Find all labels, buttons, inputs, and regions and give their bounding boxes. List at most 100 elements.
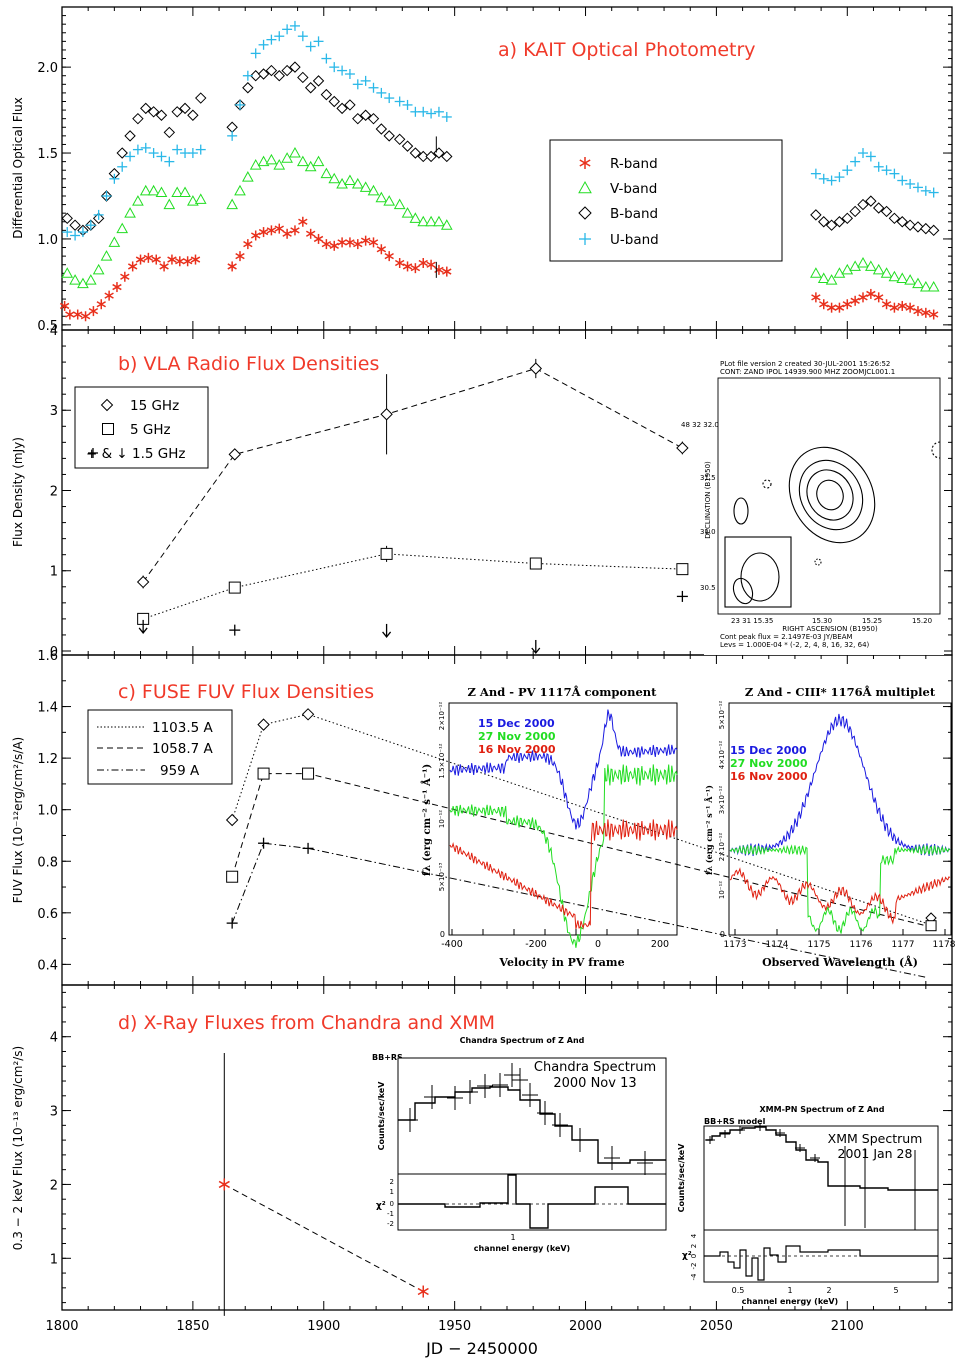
chandra-residuals [398,1174,666,1229]
data-point [825,274,838,285]
data-point [904,274,916,285]
radio-series-2 [138,590,688,655]
data-point [258,837,270,849]
data-point [159,261,169,272]
data-point [88,306,99,317]
data-point [124,130,136,142]
data-point [865,260,877,271]
ciii-spectrum-27nov [729,844,951,934]
data-point [65,309,75,320]
data-point [93,209,104,220]
data-point [329,240,339,251]
data-point [905,178,916,189]
data-point [175,256,185,267]
chandra-resid-tick-2: 1 [390,1188,394,1196]
ciii-date-27nov: 27 Nov 2000 [730,757,808,770]
data-point [393,133,406,146]
legend-marker [579,233,591,245]
data-point [353,239,363,250]
data-point [834,302,845,313]
data-point [190,254,201,265]
data-point [257,68,270,80]
xmm-xtick-4: 5 [893,1286,898,1295]
data-point [849,205,861,218]
data-point [96,299,106,310]
y-tick-label: 0 [50,645,58,660]
chandra-resid-tick-1: 2 [390,1178,394,1186]
panel-b-plot [136,358,689,655]
legend-marker [88,448,98,458]
data-point [919,281,932,292]
x-tick-label: 2050 [700,1319,733,1334]
fuv-series-0 [225,708,926,924]
data-point [402,99,413,110]
data-point [344,99,356,111]
vla-xtick-2: 15.30 [812,617,832,625]
data-point [92,263,105,275]
xmm-xtick-1: 0.5 [732,1286,745,1295]
data-point [394,96,405,107]
data-point [905,302,915,313]
fuse-inset-ciii: Z And - CIII* 1176Å multiplet 15 Dec 200… [704,685,956,969]
data-point [881,299,892,310]
data-point [880,205,893,218]
ciii-date-16nov: 16 Nov 2000 [730,770,808,783]
data-point [904,219,916,231]
data-point [380,547,393,560]
data-point [375,191,388,203]
data-point [394,257,405,268]
data-point [418,257,428,268]
data-point [69,219,81,231]
panel-c-legend: 1103.5 A 1058.7 A 959 A [87,709,233,785]
data-point [257,155,270,167]
data-point [818,216,830,228]
data-point [872,202,885,214]
series-line [231,773,926,927]
data-point [138,619,148,634]
panel-b-ylabel: Flux Density (mJy) [11,437,25,547]
data-point [195,92,207,104]
data-point [124,207,136,218]
data-point [226,198,238,210]
data-point [289,61,301,73]
data-point [367,184,380,196]
data-point [225,813,239,827]
data-point [77,277,89,289]
data-point [418,106,429,117]
xmm-residuals [704,1245,938,1281]
data-point [367,112,380,125]
data-point [227,130,238,141]
data-point [409,147,422,159]
chandra-label-2: 2000 Nov 13 [553,1076,636,1091]
data-point [897,175,908,186]
chandra-resid-label: χ² [376,1201,386,1211]
data-point [352,112,364,125]
data-point [148,148,159,159]
data-point [352,79,363,90]
data-point [100,250,113,261]
y-tick-label: 3 [50,404,58,419]
data-point [242,171,254,182]
data-point [841,263,854,275]
data-point [384,93,395,104]
xmm-data-points [705,1123,920,1230]
data-point [921,307,931,318]
data-point [85,220,96,231]
data-point [84,274,97,285]
legend-r-band: R-band [610,156,658,172]
data-point [359,109,372,121]
data-point [132,144,143,155]
data-point [73,309,83,320]
data-point [360,75,371,86]
panel-d-plot [218,1052,429,1316]
data-point [417,1285,429,1298]
vla-ylabel: DECLINATION (B1950) [704,461,712,539]
data-point [258,227,269,238]
data-point [228,581,241,594]
data-point [62,227,73,238]
vla-footer-1: Cont peak flux = 2.1497E-03 JY/BEAM [720,633,853,641]
data-point [417,150,429,163]
data-point [301,708,315,721]
data-point [442,266,452,277]
y-tick-label: 0.5 [37,319,58,334]
